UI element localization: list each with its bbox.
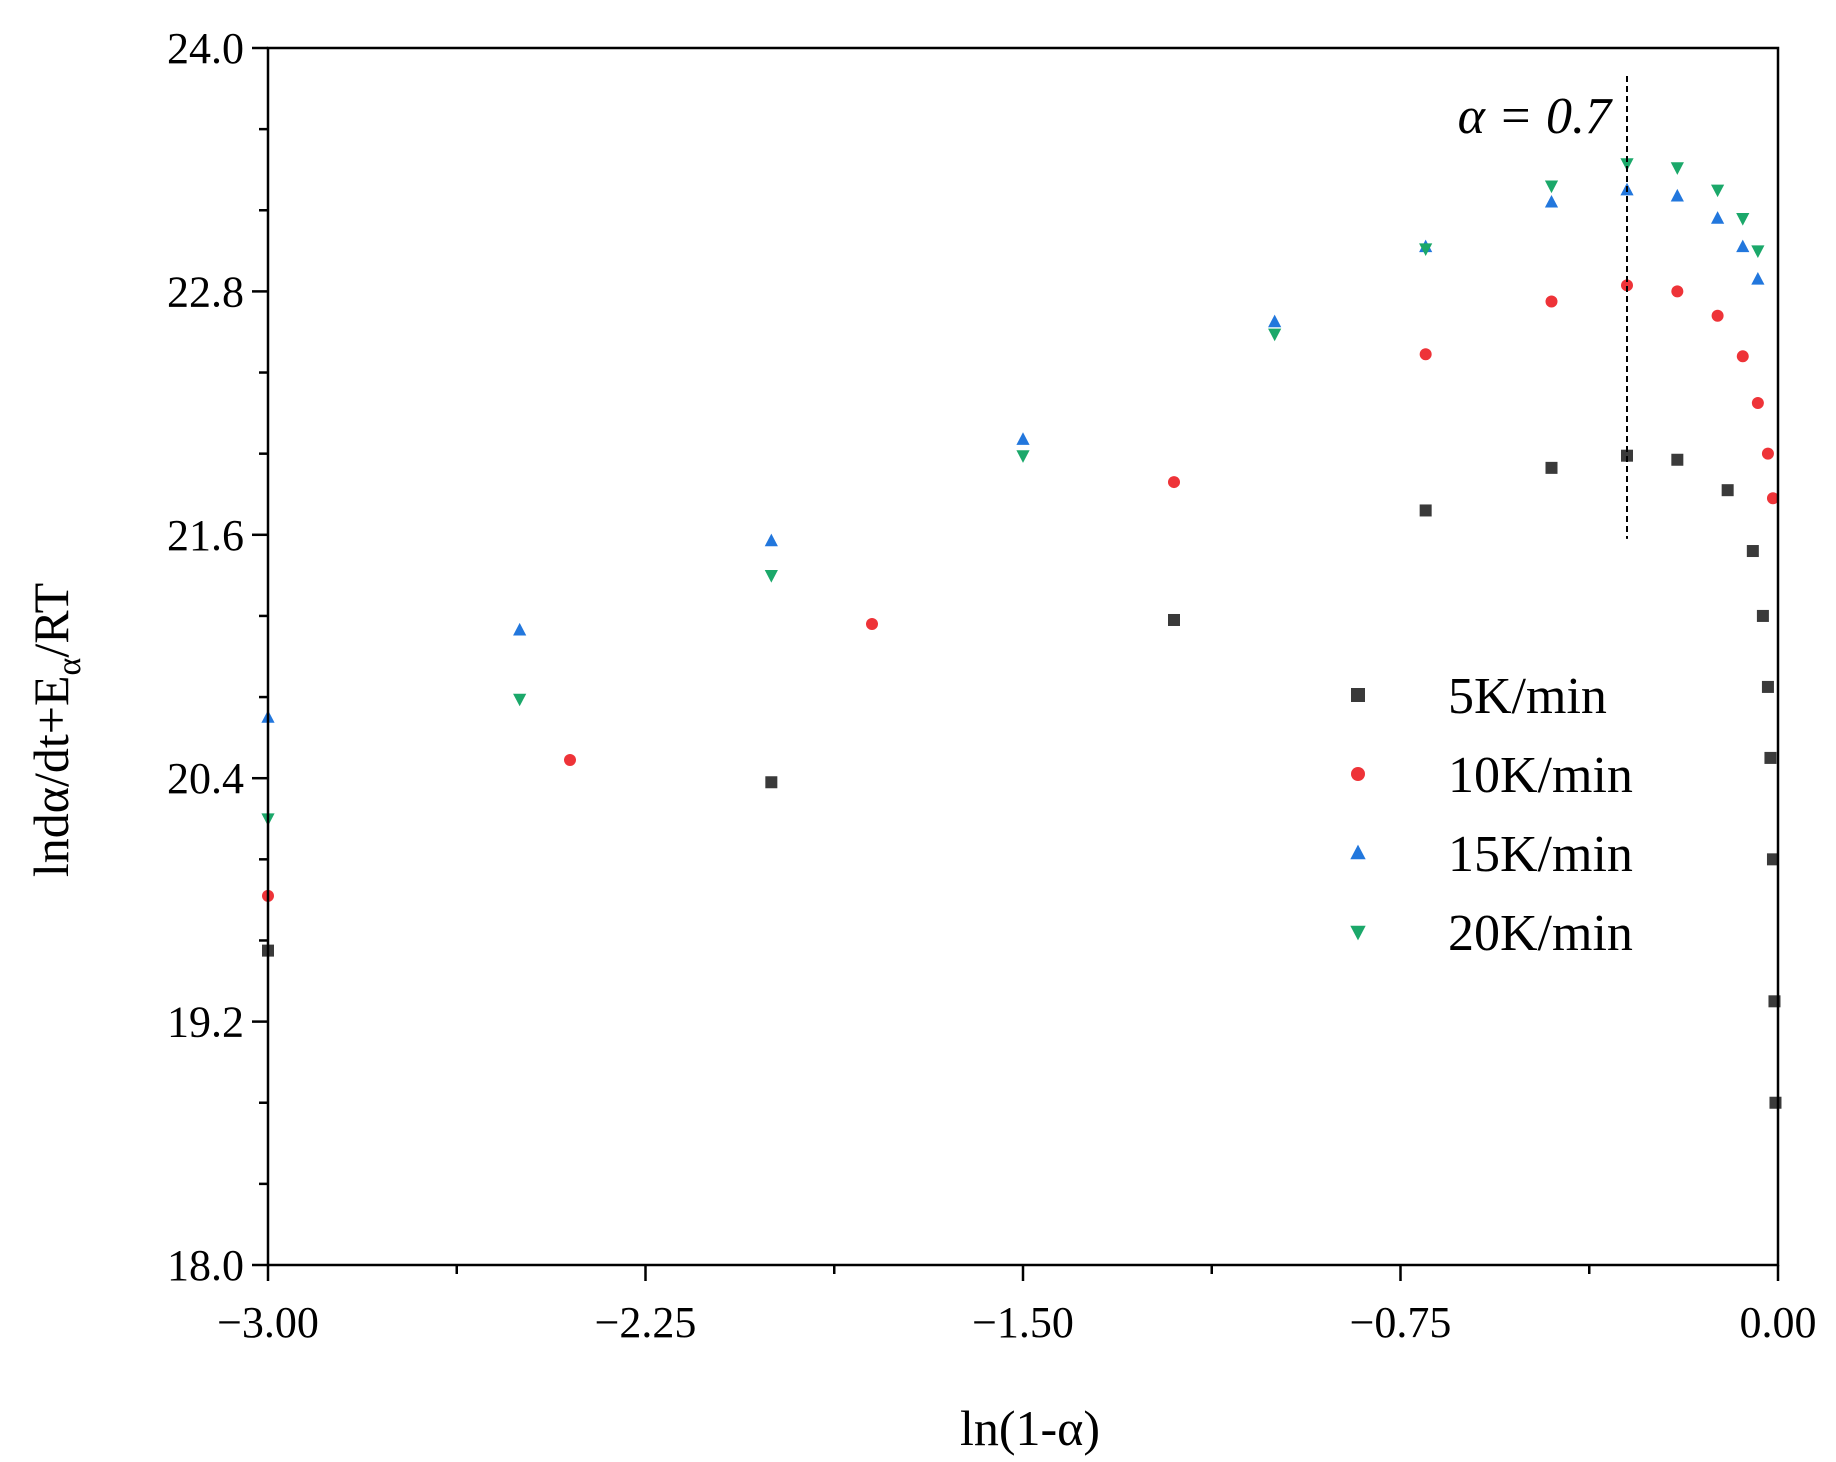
data-point bbox=[1168, 613, 1180, 626]
series-20k-min bbox=[261, 158, 1765, 826]
data-point bbox=[1168, 476, 1180, 489]
legend-label: 10K/min bbox=[1448, 747, 1633, 804]
y-tick-label: 19.2 bbox=[167, 998, 244, 1047]
data-point bbox=[1736, 239, 1750, 253]
marks-layer bbox=[261, 158, 1782, 1109]
plot-frame bbox=[266, 46, 1780, 1267]
data-point bbox=[1769, 1096, 1782, 1109]
data-point bbox=[1711, 309, 1724, 322]
data-point bbox=[764, 533, 778, 547]
data-point bbox=[765, 776, 778, 789]
data-point bbox=[1761, 680, 1774, 693]
x-tick-label: 0.00 bbox=[1740, 1298, 1817, 1347]
data-point bbox=[564, 753, 576, 766]
data-point bbox=[1671, 453, 1684, 466]
data-point bbox=[1751, 272, 1765, 285]
data-point bbox=[1751, 245, 1765, 259]
data-point bbox=[1766, 492, 1779, 505]
y-axis-title-sub: α bbox=[51, 657, 88, 675]
y-tick-label: 22.8 bbox=[167, 267, 244, 316]
data-point bbox=[1711, 184, 1725, 198]
data-point bbox=[1756, 609, 1769, 622]
y-tick-label: 24.0 bbox=[167, 24, 244, 73]
series-10k-min bbox=[262, 279, 1779, 902]
legend-marker bbox=[1350, 844, 1366, 860]
y-axis-title-tail: /RT bbox=[23, 583, 79, 658]
data-point bbox=[1670, 188, 1684, 202]
data-point bbox=[866, 618, 878, 631]
y-axis-title-main: lndα/dt+E bbox=[23, 675, 79, 877]
legend-marker bbox=[1351, 767, 1365, 781]
data-point bbox=[1016, 450, 1030, 463]
data-point bbox=[1761, 447, 1774, 460]
data-point bbox=[1764, 751, 1777, 764]
y-tick-label: 18.0 bbox=[167, 1241, 244, 1290]
axes: −3.00 −2.25 −1.50 −0.75 0.00 18.0 19.2 20.4 21.6… bbox=[167, 24, 1817, 1347]
x-tick-label: −1.50 bbox=[972, 1298, 1074, 1347]
legend-label: 5K/min bbox=[1448, 668, 1607, 725]
x-tick-label: −2.25 bbox=[595, 1298, 697, 1347]
data-point bbox=[1711, 211, 1725, 224]
data-point bbox=[764, 569, 778, 583]
legend-label: 15K/min bbox=[1448, 826, 1633, 883]
data-point bbox=[1751, 396, 1764, 409]
data-point bbox=[1721, 484, 1734, 497]
legend: 5K/min 10K/min 15K/min 20K/min bbox=[1350, 668, 1633, 962]
data-point bbox=[1545, 295, 1558, 308]
data-point bbox=[1268, 314, 1282, 328]
data-point bbox=[1736, 350, 1749, 363]
data-point bbox=[513, 693, 527, 707]
data-point bbox=[513, 622, 527, 636]
data-point bbox=[1620, 158, 1634, 171]
x-tick-label: −3.00 bbox=[217, 1298, 319, 1347]
data-point bbox=[1746, 545, 1759, 558]
data-point bbox=[1621, 449, 1633, 462]
data-point bbox=[1419, 243, 1433, 257]
y-tick-label: 21.6 bbox=[167, 511, 244, 560]
y-axis-title: lndα/dt+Eα/RT bbox=[23, 583, 88, 877]
data-point bbox=[1016, 432, 1030, 445]
alpha-annotation: α = 0.7 bbox=[1458, 88, 1613, 145]
data-point bbox=[1670, 162, 1684, 175]
x-tick-label: −0.75 bbox=[1350, 1298, 1452, 1347]
data-point bbox=[1671, 285, 1684, 298]
data-point bbox=[1766, 853, 1779, 866]
series-15k-min bbox=[261, 182, 1765, 723]
data-point bbox=[1419, 348, 1432, 361]
y-tick-label: 20.4 bbox=[167, 754, 244, 803]
legend-label: 20K/min bbox=[1448, 905, 1633, 962]
data-point bbox=[1545, 461, 1558, 474]
legend-marker bbox=[1351, 688, 1365, 702]
data-point bbox=[1544, 194, 1559, 208]
legend-marker bbox=[1350, 925, 1366, 941]
data-point bbox=[1544, 180, 1559, 194]
data-point bbox=[1736, 212, 1750, 226]
x-axis-title: ln(1-α) bbox=[960, 1400, 1100, 1456]
data-point bbox=[1268, 328, 1282, 342]
data-point bbox=[1621, 279, 1633, 292]
data-point bbox=[1419, 504, 1432, 517]
